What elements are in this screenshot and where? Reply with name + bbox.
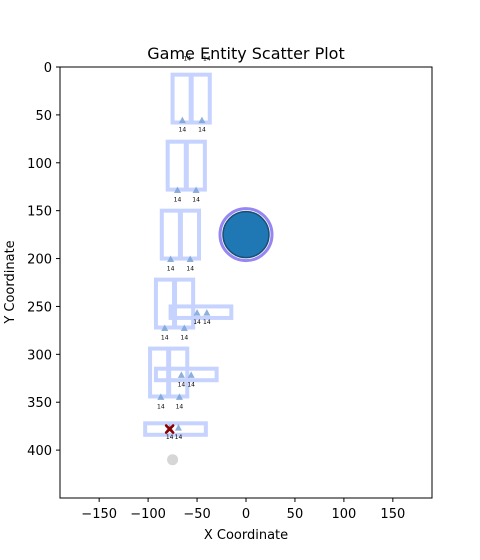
enemy-label: 14 bbox=[161, 334, 169, 341]
frame-outline bbox=[143, 421, 208, 437]
enemy-point bbox=[161, 324, 169, 331]
enemy-point bbox=[175, 393, 183, 400]
enemy-label: 14 bbox=[174, 197, 182, 204]
y-tick-label: 400 bbox=[27, 444, 52, 459]
enemy-point bbox=[178, 116, 186, 124]
enemy-label: 14 bbox=[178, 381, 186, 388]
enemy-label: 14 bbox=[193, 319, 201, 326]
enemy-label: 14 bbox=[176, 403, 184, 410]
enemy-point bbox=[192, 186, 200, 194]
y-tick-label: 200 bbox=[27, 253, 52, 268]
enemy-label: 14 bbox=[203, 319, 211, 326]
enemy-label: 14 bbox=[198, 127, 206, 134]
y-tick-label: 350 bbox=[27, 396, 52, 411]
enemy-label: 14 bbox=[203, 55, 211, 62]
enemy-label: 14 bbox=[167, 266, 175, 273]
enemy-point bbox=[173, 186, 181, 194]
enemy-label: 14 bbox=[157, 403, 165, 410]
frame-outline bbox=[153, 366, 219, 383]
axes-frame bbox=[59, 66, 433, 499]
enemy-point bbox=[174, 424, 182, 431]
enemy-label: 14 bbox=[192, 197, 200, 204]
x-tick-label: 0 bbox=[242, 507, 250, 522]
enemy-label: 14 bbox=[181, 334, 189, 341]
y-tick-label: 0 bbox=[44, 61, 52, 76]
y-tick-label: 250 bbox=[27, 300, 52, 315]
enemy-point bbox=[180, 324, 188, 331]
x-tick-label: −100 bbox=[130, 507, 166, 522]
player-point bbox=[222, 210, 270, 259]
enemy-point bbox=[186, 255, 194, 263]
ghost-point bbox=[167, 454, 179, 466]
x-tick-label: −150 bbox=[81, 507, 117, 522]
enemy-label: 14 bbox=[175, 434, 183, 441]
chart-title: Game Entity Scatter Plot bbox=[147, 44, 344, 63]
enemy-point bbox=[203, 309, 211, 316]
x-tick-label: 150 bbox=[380, 507, 405, 522]
x-tick-label: 50 bbox=[287, 507, 304, 522]
enemy-point bbox=[193, 309, 201, 316]
y-tick-label: 300 bbox=[27, 348, 52, 363]
y-axis-label: Y Coordinate bbox=[3, 240, 18, 324]
player-ring bbox=[218, 207, 274, 263]
target-marker bbox=[164, 424, 175, 434]
frame-outline bbox=[168, 304, 234, 320]
enemy-point bbox=[177, 371, 185, 378]
enemy-label: 14 bbox=[166, 434, 174, 441]
enemy-point bbox=[198, 116, 206, 124]
enemy-label: 14 bbox=[187, 381, 195, 388]
enemy-point bbox=[167, 255, 175, 263]
x-axis-label: X Coordinate bbox=[204, 528, 288, 543]
enemy-point bbox=[187, 371, 195, 378]
x-axis: −150 −100 −50 0 50 100 150 bbox=[81, 498, 405, 522]
y-tick-label: 50 bbox=[35, 109, 52, 124]
enemy-label: 14 bbox=[186, 266, 194, 273]
y-tick-label: 100 bbox=[27, 157, 52, 172]
y-tick-label: 150 bbox=[27, 205, 52, 220]
enemy-point bbox=[157, 393, 165, 400]
enemy-label: 14 bbox=[179, 127, 187, 134]
y-axis: 0 50 100 150 200 250 300 350 400 bbox=[27, 61, 60, 459]
x-tick-label: −50 bbox=[183, 507, 210, 522]
x-tick-label: 100 bbox=[331, 507, 356, 522]
enemy-label: 14 bbox=[183, 55, 191, 62]
